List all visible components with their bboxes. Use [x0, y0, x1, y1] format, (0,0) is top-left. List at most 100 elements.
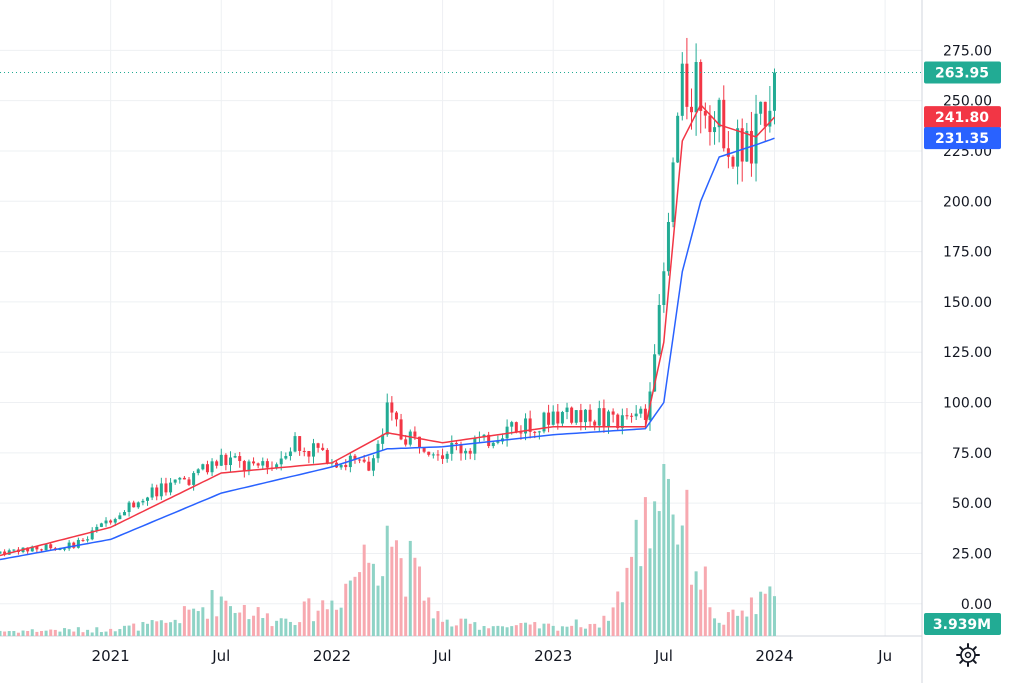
- y-tick-label: 150.00: [943, 295, 992, 311]
- candle-body: [602, 408, 606, 427]
- last-price-badge-bg: [924, 61, 1001, 84]
- candle-body: [72, 542, 76, 548]
- ma-value-badge-bg: [924, 106, 1001, 129]
- volume-bar: [662, 464, 666, 636]
- volume-bar: [53, 629, 57, 636]
- candle-body: [30, 546, 34, 552]
- candle-body: [542, 412, 546, 432]
- candle-body: [39, 549, 43, 551]
- candle-body: [749, 130, 753, 164]
- volume-bar: [376, 585, 380, 636]
- ma-value-badge-text: 241.80: [935, 110, 989, 126]
- candle-body: [699, 62, 703, 111]
- volume-bar: [441, 621, 445, 636]
- candle-body: [187, 479, 191, 485]
- volume-bar: [496, 625, 500, 636]
- candle-body: [215, 461, 219, 466]
- volume-bar: [229, 606, 232, 636]
- volume-bar: [772, 596, 776, 636]
- candle-body: [58, 549, 62, 551]
- volume-bar: [146, 623, 150, 636]
- volume-bar: [560, 626, 564, 636]
- volume-bar: [533, 622, 537, 636]
- x-tick-label: Ju: [877, 647, 892, 665]
- volume-bar: [759, 591, 763, 636]
- volume-bar: [76, 627, 80, 636]
- candle-body: [201, 464, 205, 470]
- candle-body: [565, 407, 569, 413]
- candle-body: [12, 549, 16, 551]
- volume-bar: [630, 556, 634, 636]
- candle-body: [141, 500, 145, 503]
- candle-body: [625, 415, 629, 417]
- volume-bar: [666, 478, 670, 636]
- volume-bar: [390, 546, 394, 636]
- volume-bar: [602, 615, 606, 636]
- candle-body: [358, 459, 362, 461]
- volume-bar: [49, 629, 53, 636]
- candle-body: [639, 408, 643, 414]
- volume-bar: [196, 611, 200, 636]
- x-tick-label: Jul: [211, 647, 230, 665]
- x-tick-label: Jul: [654, 647, 673, 665]
- chart-grid: [0, 0, 923, 683]
- volume-bar: [722, 624, 726, 636]
- candle-body: [275, 464, 279, 468]
- volume-bar: [653, 501, 657, 636]
- candle-body: [740, 128, 744, 162]
- volume-bar: [284, 618, 288, 636]
- volume-bar: [381, 576, 385, 636]
- volume-bar: [371, 563, 375, 636]
- volume-bar: [422, 600, 426, 636]
- candle-body: [155, 487, 159, 497]
- candle-body: [514, 422, 518, 433]
- candle-body: [229, 457, 232, 466]
- volume-bar: [279, 618, 283, 636]
- volume-bar: [302, 601, 306, 636]
- x-tick-label: 2022: [313, 647, 351, 665]
- volume-bar: [178, 623, 182, 636]
- price-axis[interactable]: 275.00250.00225.00200.00175.00150.00125.…: [943, 43, 992, 612]
- volume-bar: [464, 618, 468, 636]
- x-tick-label: 2024: [755, 647, 793, 665]
- volume-bar: [90, 632, 94, 636]
- volume-bar: [109, 628, 113, 636]
- candle-body: [371, 458, 375, 471]
- x-tick-label: Jul: [433, 647, 452, 665]
- volume-bar: [187, 609, 191, 636]
- volume-bar: [72, 631, 76, 636]
- y-tick-label: 50.00: [952, 496, 992, 512]
- volume-bar: [63, 628, 67, 636]
- volume-bar: [30, 629, 34, 636]
- candle-body: [169, 482, 173, 493]
- candle-body: [261, 461, 265, 466]
- volume-bar: [44, 630, 48, 636]
- candles: [0, 37, 776, 557]
- candle-body: [643, 408, 647, 420]
- volume-badge: 3.939M: [924, 613, 1001, 635]
- volume-bar: [643, 497, 647, 636]
- candle-body: [321, 447, 325, 450]
- volume-bar: [256, 607, 260, 636]
- candle-body: [676, 115, 680, 163]
- volume-bar: [150, 620, 154, 636]
- candle-body: [533, 431, 537, 433]
- candle-body: [722, 99, 726, 149]
- y-tick-label: 25.00: [952, 546, 992, 562]
- volume-bar: [413, 557, 417, 636]
- candle-body: [307, 450, 311, 457]
- volume-bar: [408, 540, 412, 636]
- candle-body: [487, 434, 491, 447]
- candle-body: [353, 455, 357, 460]
- volume-bar: [219, 596, 223, 636]
- volume-bar: [694, 571, 698, 636]
- volume-bar: [713, 618, 717, 636]
- volume-bar: [740, 610, 744, 636]
- candle-body: [86, 539, 90, 541]
- time-axis[interactable]: 2021 Jul 2022 Jul 2023 Jul 2024 Ju: [92, 647, 893, 665]
- y-tick-label: 100.00: [943, 396, 992, 412]
- settings-gear-icon[interactable]: [956, 643, 980, 667]
- candle-body: [362, 459, 366, 462]
